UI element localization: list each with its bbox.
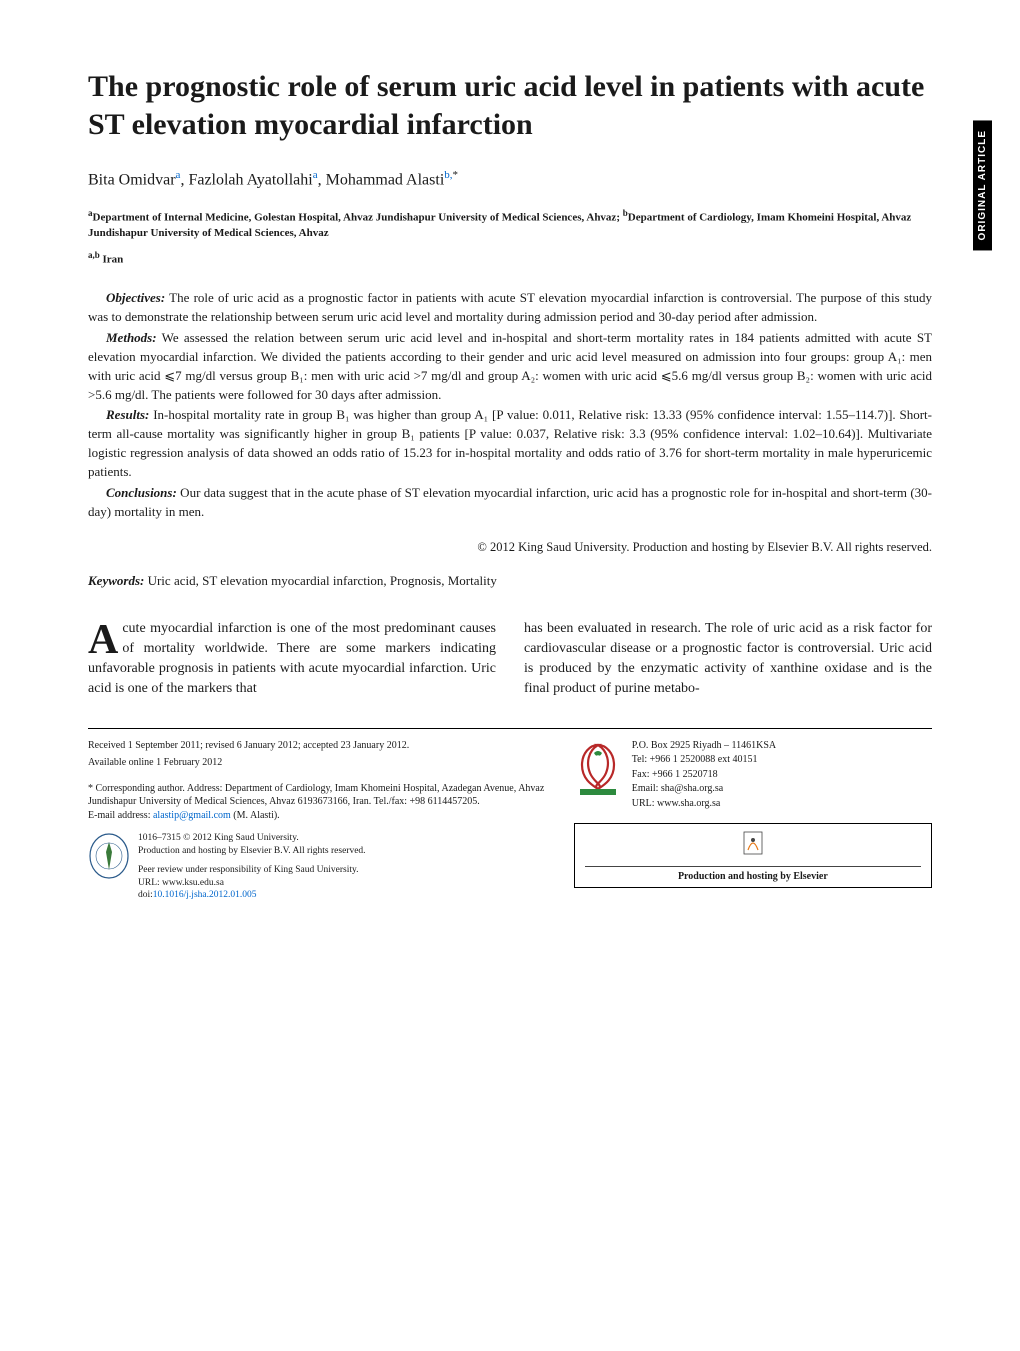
results-text: In-hospital mortality rate in group B₁ w… [88,407,932,479]
author-3-corr: * [453,169,459,181]
issn-line: 1016–7315 © 2012 King Saud University. [138,832,366,845]
corresponding-text: * Corresponding author. Address: Departm… [88,783,544,808]
keywords-text: Uric acid, ST elevation myocardial infar… [144,573,497,588]
abstract-block: Objectives: The role of uric acid as a p… [88,289,932,521]
keywords-label: Keywords: [88,573,144,588]
contact-block: P.O. Box 2925 Riyadh – 11461KSA Tel: +96… [574,739,932,812]
available-line: Available online 1 February 2012 [88,756,554,770]
dropcap: A [88,623,118,659]
contact-text: P.O. Box 2925 Riyadh – 11461KSA Tel: +96… [632,739,776,812]
country-line: a,b Iran [88,250,932,266]
contact-fax: Fax: +966 1 2520718 [632,768,776,782]
author-1-sup: a [176,169,181,181]
copyright-line: © 2012 King Saud University. Production … [88,540,932,555]
author-3-sup: b, [444,169,452,181]
elsevier-hosting-box: Production and hosting by Elsevier [574,823,932,888]
publisher-text: 1016–7315 © 2012 King Saud University. P… [138,832,366,902]
authors-line: Bita Omidvara, Fazlolah Ayatollahia, Moh… [88,169,932,189]
body-col-1-text: cute myocardial infarction is one of the… [88,621,496,697]
body-two-column: Acute myocardial infarction is one of th… [88,619,932,700]
affiliations: aDepartment of Internal Medicine, Golest… [88,207,932,241]
footer-left: Received 1 September 2011; revised 6 Jan… [88,739,554,903]
email-label: E-mail address: [88,810,153,821]
conclusions-text: Our data suggest that in the acute phase… [88,485,932,519]
elsevier-logo-icon [742,830,764,856]
article-title: The prognostic role of serum uric acid l… [88,68,932,143]
contact-tel: Tel: +966 1 2520088 ext 40151 [632,753,776,767]
peer-review-line: Peer review under responsibility of King… [138,864,366,877]
side-label-original-article: ORIGINAL ARTICLE [973,120,992,250]
conclusions-label: Conclusions: [106,485,177,500]
contact-email: Email: sha@sha.org.sa [632,782,776,796]
email-suffix: (M. Alasti). [231,810,280,821]
footer-right: P.O. Box 2925 Riyadh – 11461KSA Tel: +96… [574,739,932,903]
publisher-block: 1016–7315 © 2012 King Saud University. P… [88,832,554,902]
body-col-2: has been evaluated in research. The role… [524,619,932,700]
sha-logo-icon [574,739,622,797]
production-line: Production and hosting by Elsevier B.V. … [138,845,366,858]
doi-label: doi: [138,890,153,900]
author-2: Fazlolah Ayatollahi [188,171,312,188]
contact-po: P.O. Box 2925 Riyadh – 11461KSA [632,739,776,753]
hosting-text: Production and hosting by Elsevier [585,870,921,884]
country-text: Iran [100,253,124,265]
author-1: Bita Omidvar [88,171,176,188]
received-line: Received 1 September 2011; revised 6 Jan… [88,739,554,753]
ksu-url: www.ksu.edu.sa [162,878,224,888]
results-label: Results: [106,407,149,422]
country-sup: a,b [88,250,100,260]
corresponding-author: * Corresponding author. Address: Departm… [88,782,554,823]
keywords-line: Keywords: Uric acid, ST elevation myocar… [88,573,932,589]
objectives-text: The role of uric acid as a prognostic fa… [88,290,932,324]
affil-text-a: Department of Internal Medicine, Golesta… [93,212,623,224]
footer-block: Received 1 September 2011; revised 6 Jan… [88,739,932,903]
body-col-1: Acute myocardial infarction is one of th… [88,619,496,700]
methods-label: Methods: [106,330,157,345]
methods-text: We assessed the relation between serum u… [88,330,932,402]
ksu-logo-icon [88,832,130,880]
objectives-label: Objectives: [106,290,165,305]
ksu-url-label: URL: [138,878,162,888]
contact-url: URL: www.sha.org.sa [632,797,776,811]
author-3: Mohammad Alasti [326,171,445,188]
body-col-2-text: has been evaluated in research. The role… [524,621,932,697]
author-2-sup: a [313,169,318,181]
footer-rule [88,728,932,729]
doi-link[interactable]: 10.1016/j.jsha.2012.01.005 [153,890,257,900]
email-link[interactable]: alastip@gmail.com [153,810,231,821]
